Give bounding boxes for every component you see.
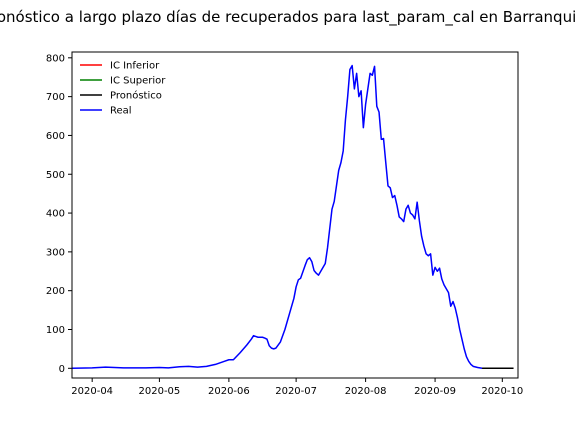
legend-label-ic-superior: IC Superior — [110, 76, 166, 87]
x-tick-label: 2020-04 — [71, 386, 113, 397]
y-tick-label: 400 — [46, 209, 65, 220]
x-tick-label: 2020-08 — [345, 386, 387, 397]
series-line-real — [71, 64, 483, 370]
x-tick-label: 2020-10 — [481, 386, 523, 397]
y-tick-label: 0 — [59, 364, 65, 375]
y-tick-label: 200 — [46, 286, 65, 297]
y-tick-label: 800 — [46, 53, 65, 64]
y-tick-label: 500 — [46, 170, 65, 181]
plot-frame — [71, 51, 519, 379]
legend-label-pronostico: Pronóstico — [110, 90, 162, 102]
x-tick-label: 2020-07 — [275, 386, 317, 397]
x-tick-label: 2020-05 — [139, 386, 181, 397]
y-tick-label: 300 — [46, 247, 65, 258]
legend-label-ic-inferior: IC Inferior — [110, 61, 160, 72]
x-tick-label: 2020-09 — [414, 386, 456, 397]
y-tick-label: 700 — [46, 92, 65, 103]
y-tick-label: 100 — [46, 325, 65, 336]
x-tick-label: 2020-06 — [208, 386, 250, 397]
legend-label-real: Real — [110, 106, 132, 117]
legend: IC Inferior IC Superior Pronóstico Real — [80, 61, 166, 117]
y-tick-label: 600 — [46, 131, 65, 142]
series-layer — [71, 64, 514, 370]
chart-title: Pronóstico a largo plazo días de recuper… — [0, 8, 576, 27]
axis-layer: 0 100 200 300 400 500 600 700 800 2020-04 2020-05 2… — [46, 53, 523, 397]
